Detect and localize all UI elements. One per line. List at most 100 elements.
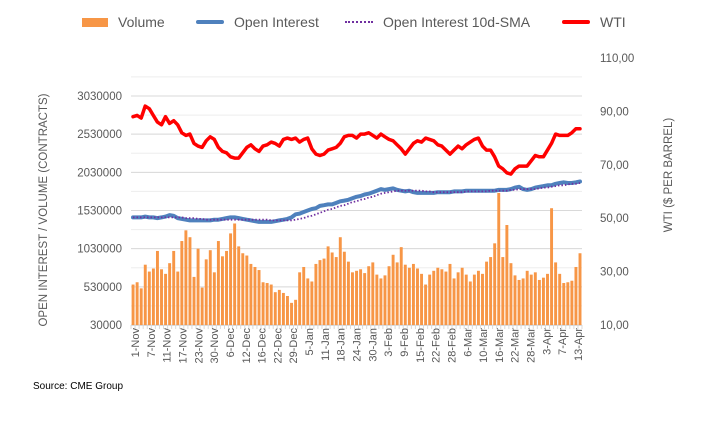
- y-tick-label-left: 3030000: [77, 91, 122, 103]
- volume-bar: [379, 278, 383, 325]
- volume-bar: [131, 284, 135, 325]
- volume-bar: [351, 272, 354, 325]
- volume-bar: [155, 250, 159, 325]
- x-tick-label: 18-Jan: [336, 328, 348, 362]
- volume-bar: [460, 267, 464, 325]
- volume-bar: [298, 272, 302, 325]
- volume-bar: [208, 250, 212, 325]
- volume-bar: [342, 251, 346, 325]
- volume-bar: [513, 275, 517, 325]
- legend-item-volume: Volume: [82, 14, 165, 30]
- volume-bar: [546, 273, 549, 325]
- x-tick-label: 17-Nov: [177, 328, 189, 364]
- volume-bar: [257, 270, 261, 325]
- volume-bar: [403, 264, 407, 325]
- volume-bar: [367, 266, 371, 325]
- x-tick-label: 23-Nov: [193, 328, 205, 364]
- x-tick-label: 12-Dec: [241, 328, 253, 364]
- volume-bar: [147, 271, 151, 325]
- x-tick-label: 11-Nov: [162, 328, 174, 363]
- volume-bar: [383, 275, 387, 325]
- y-tick-label-left: 1030000: [77, 244, 122, 256]
- legend-label-volume: Volume: [118, 14, 165, 30]
- volume-bar: [529, 274, 533, 325]
- open-interest-swatch-icon: [196, 20, 224, 24]
- chart-legend: Volume Open Interest Open Interest 10d-S…: [0, 12, 704, 36]
- volume-swatch-icon: [82, 17, 108, 27]
- volume-bar: [444, 271, 448, 325]
- x-tick-label: 30-Jan: [367, 328, 379, 362]
- volume-bar: [261, 282, 265, 325]
- volume-bar: [363, 273, 367, 325]
- x-tick-label: 13-Apr: [573, 328, 585, 361]
- volume-bar: [558, 273, 562, 325]
- x-tick-label: 22-Feb: [431, 328, 443, 363]
- volume-bar: [436, 267, 440, 325]
- volume-bar: [570, 280, 574, 325]
- y-tick-label-left: 2030000: [77, 167, 122, 179]
- volume-bar: [509, 263, 513, 325]
- volume-bar: [424, 284, 428, 325]
- volume-bar: [476, 270, 480, 325]
- volume-bar: [440, 269, 444, 325]
- volume-bar: [241, 253, 245, 325]
- volume-bar: [338, 237, 342, 325]
- volume-bar: [537, 279, 541, 325]
- volume-bar: [330, 252, 334, 325]
- volume-bar: [277, 289, 281, 325]
- volume-bar: [562, 283, 566, 325]
- volume-bar: [517, 279, 521, 325]
- oi-sma-line: [133, 182, 581, 222]
- volume-bar: [489, 257, 493, 325]
- volume-bar: [212, 272, 216, 325]
- volume-bar: [269, 284, 273, 325]
- volume-bar: [395, 262, 399, 325]
- volume-bar: [229, 233, 233, 325]
- volume-bar: [428, 274, 432, 325]
- x-tick-label: 16-Dec: [257, 328, 269, 364]
- wti-line: [131, 104, 582, 176]
- volume-bar: [326, 246, 330, 325]
- volume-bar: [497, 192, 501, 325]
- y-tick-label-left: 30000: [90, 320, 122, 332]
- volume-bar: [184, 230, 188, 325]
- volume-bar: [233, 223, 237, 325]
- volume-bar: [525, 270, 529, 325]
- y-tick-label-right: 90,00: [600, 106, 629, 118]
- volume-bar: [375, 274, 379, 325]
- oi-sma-swatch-icon: [345, 21, 373, 23]
- x-tick-label: 28-Mar: [526, 328, 538, 363]
- x-tick-label: 16-Mar: [494, 328, 506, 363]
- volume-bar: [371, 262, 375, 325]
- volume-bar: [578, 253, 582, 325]
- x-tick-label: 5-Jan: [304, 328, 316, 356]
- legend-label-open-interest: Open Interest: [234, 14, 319, 30]
- volume-bar: [416, 268, 419, 325]
- volume-bar: [541, 277, 545, 325]
- volume-bar: [566, 282, 570, 325]
- x-tick-label: 1-Nov: [130, 328, 142, 358]
- volume-bar: [387, 266, 391, 325]
- series-lines: [131, 104, 582, 224]
- volume-bar: [253, 266, 257, 325]
- x-tick-label: 22-Mar: [510, 328, 522, 363]
- volume-bar: [432, 270, 436, 325]
- volume-bar: [481, 273, 484, 325]
- volume-bar: [574, 266, 578, 325]
- y-tick-label-left: 530000: [84, 282, 122, 294]
- volume-bar: [135, 282, 139, 325]
- volume-bar: [281, 292, 285, 325]
- volume-bar: [521, 278, 525, 325]
- x-tick-label: 3-Apr: [541, 328, 553, 355]
- x-tick-label: 30-Nov: [209, 328, 221, 364]
- volume-bar: [391, 254, 395, 325]
- volume-bar: [249, 263, 253, 325]
- volume-bar: [448, 263, 452, 325]
- volume-bar: [237, 246, 241, 325]
- volume-bar: [314, 263, 318, 325]
- volume-bar: [359, 269, 363, 325]
- volume-bar: [505, 225, 509, 325]
- legend-item-open-interest: Open Interest: [196, 14, 319, 30]
- x-tick-label: 9-Feb: [399, 328, 411, 357]
